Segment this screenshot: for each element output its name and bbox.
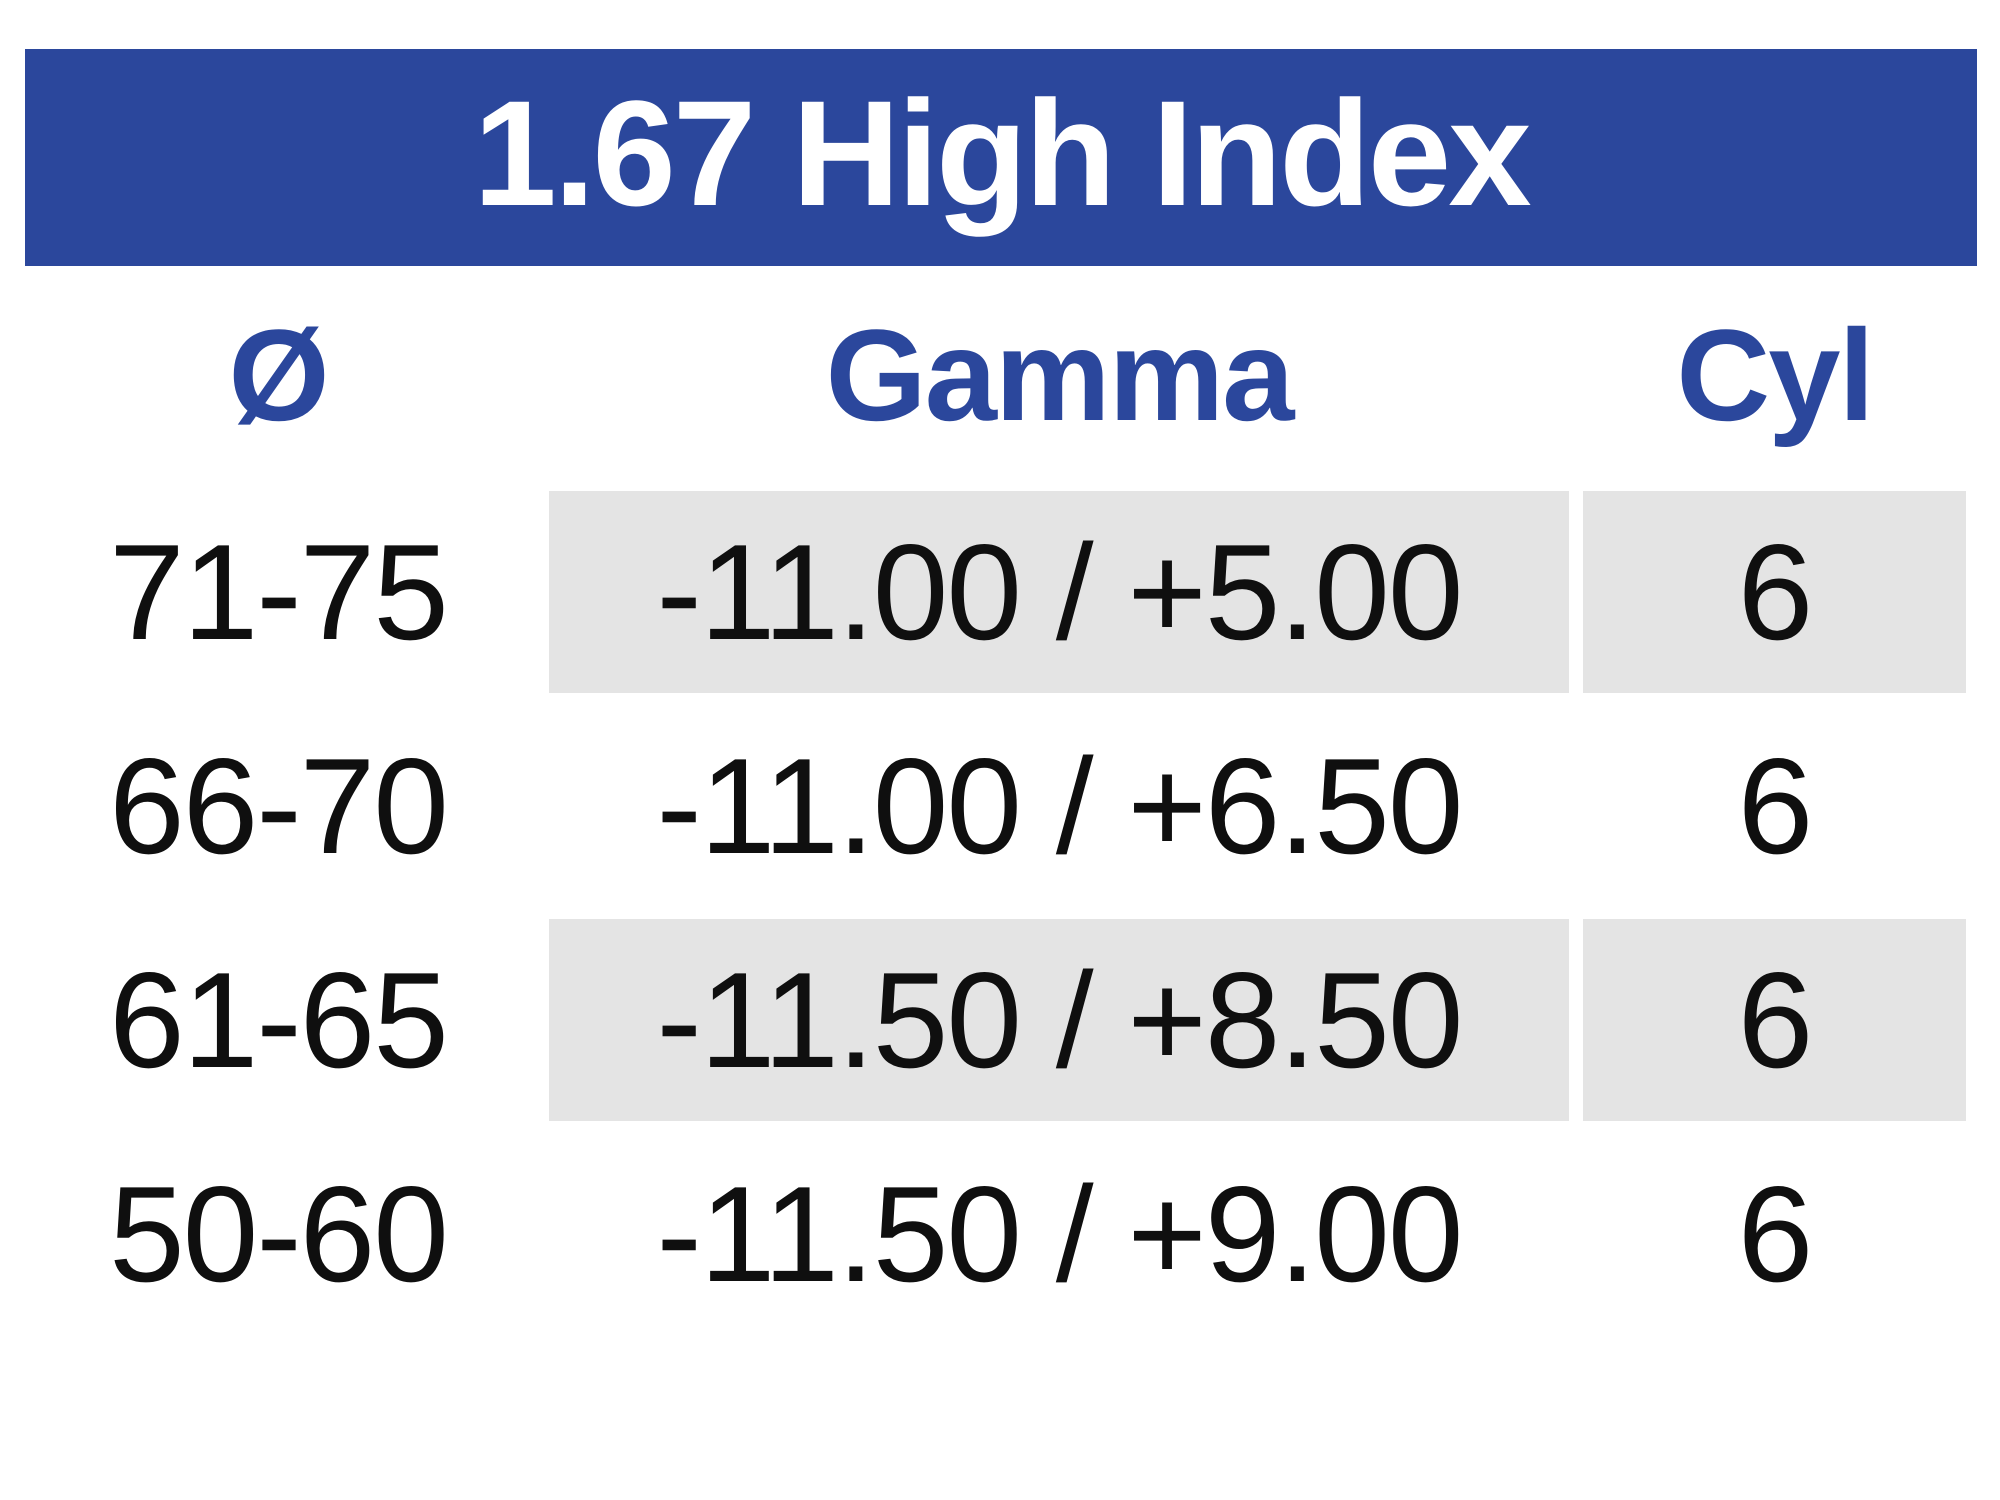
table-title-bar: 1.67 High Index <box>25 49 1977 266</box>
column-header-cyl: Cyl <box>1676 302 1874 448</box>
cell-diameter: 50-60 <box>109 1158 449 1310</box>
column-header-gamma: Gamma <box>825 302 1295 448</box>
cell-gamma: -11.00 / +6.50 <box>656 730 1464 882</box>
cell-gamma: -11.50 / +9.00 <box>656 1158 1464 1310</box>
table-row: 71-75 -11.00 / +5.00 6 <box>0 491 2000 693</box>
cell-gamma: -11.50 / +8.50 <box>549 919 1569 1121</box>
table-title: 1.67 High Index <box>473 69 1531 237</box>
column-header-row: Ø Gamma Cyl <box>0 302 2000 448</box>
column-header-diameter: Ø <box>228 302 329 448</box>
cell-gamma: -11.00 / +5.00 <box>549 491 1569 693</box>
cell-cyl: 6 <box>1583 491 1966 693</box>
cell-diameter: 61-65 <box>109 944 449 1096</box>
cell-cyl: 6 <box>1737 1158 1814 1310</box>
cell-cyl: 6 <box>1583 919 1966 1121</box>
cell-diameter: 66-70 <box>109 730 449 882</box>
table-row: 61-65 -11.50 / +8.50 6 <box>0 919 2000 1121</box>
table-row: 50-60 -11.50 / +9.00 6 <box>0 1133 2000 1335</box>
table-row: 66-70 -11.00 / +6.50 6 <box>0 705 2000 907</box>
cell-cyl: 6 <box>1737 730 1814 882</box>
cell-diameter: 71-75 <box>109 516 449 668</box>
